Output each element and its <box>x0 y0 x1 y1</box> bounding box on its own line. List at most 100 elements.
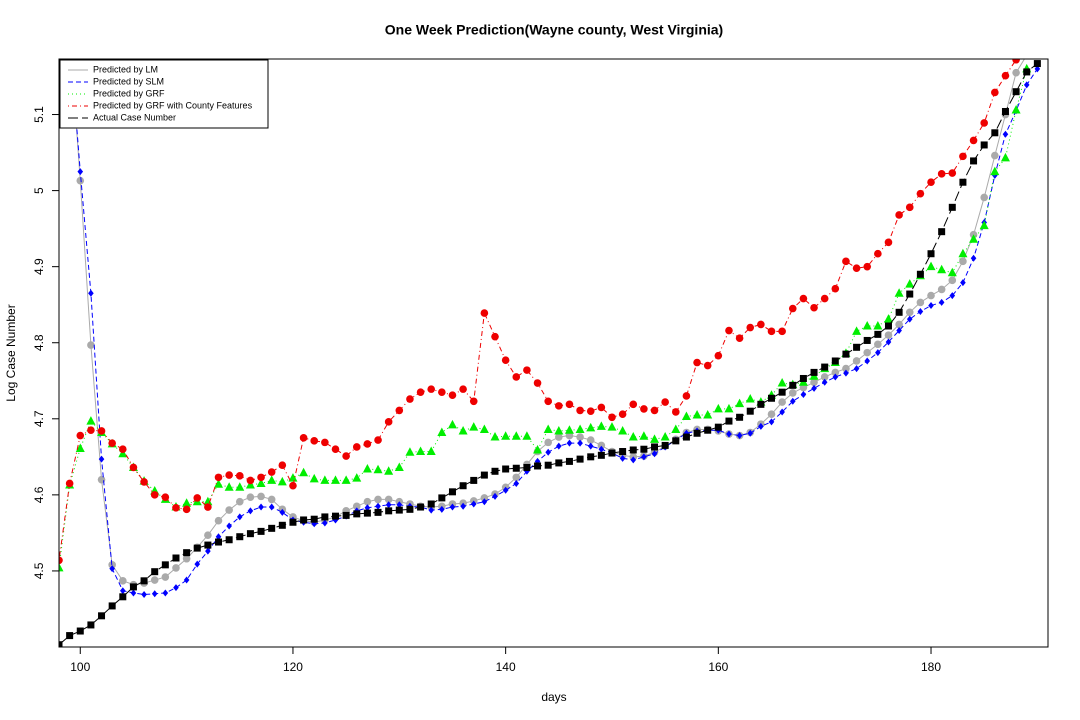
point <box>267 468 276 476</box>
point <box>417 503 425 511</box>
point <box>205 547 211 555</box>
point <box>183 576 190 584</box>
point <box>883 314 893 323</box>
point <box>416 446 426 456</box>
point <box>162 589 169 597</box>
axes: 100 120 140 160 180 4.5 4.6 4.7 4.8 4.9 5 5.1 <box>32 106 941 674</box>
point <box>342 511 350 519</box>
point <box>927 250 935 258</box>
point <box>182 505 191 514</box>
point <box>352 443 361 451</box>
point <box>246 476 255 485</box>
point <box>182 554 191 563</box>
point <box>757 400 765 408</box>
point <box>651 450 658 458</box>
point <box>788 304 797 313</box>
point <box>129 583 137 591</box>
point <box>778 327 786 336</box>
point <box>204 531 212 539</box>
point <box>789 397 796 405</box>
point <box>395 406 404 415</box>
point <box>970 254 977 262</box>
point <box>119 593 127 601</box>
point <box>119 445 127 454</box>
x-tick-label: 180 <box>921 660 941 674</box>
point <box>374 508 382 516</box>
point <box>853 343 861 351</box>
point <box>991 151 999 160</box>
point <box>661 398 669 406</box>
point <box>586 422 596 432</box>
point <box>150 576 159 584</box>
point <box>947 267 957 277</box>
point <box>703 361 712 370</box>
point <box>895 211 903 219</box>
point <box>59 641 63 647</box>
legend-label: Predicted by SLM <box>93 76 164 86</box>
point <box>895 320 903 329</box>
point <box>927 291 935 300</box>
point <box>820 294 829 303</box>
point <box>554 425 564 435</box>
point <box>374 436 382 444</box>
point <box>777 378 787 387</box>
point <box>906 315 913 323</box>
point <box>172 554 180 562</box>
point <box>140 577 148 585</box>
point <box>1033 60 1041 68</box>
point <box>979 220 989 230</box>
point <box>438 388 446 396</box>
point <box>460 502 466 510</box>
point <box>130 589 137 597</box>
point <box>225 471 233 479</box>
point <box>608 413 616 422</box>
point <box>991 88 999 97</box>
point <box>88 289 94 297</box>
point <box>926 261 936 271</box>
point <box>375 502 381 510</box>
point <box>905 308 914 317</box>
point <box>490 432 500 441</box>
point <box>384 466 394 475</box>
point <box>214 516 223 525</box>
point <box>406 505 414 513</box>
point <box>661 441 669 449</box>
point <box>894 288 904 297</box>
point <box>864 357 871 365</box>
point <box>459 482 467 490</box>
point <box>821 363 829 371</box>
y-tick-label: 4.9 <box>32 258 46 275</box>
point <box>789 381 797 389</box>
point <box>374 495 382 504</box>
point <box>810 303 818 312</box>
point <box>1012 59 1020 64</box>
point <box>278 461 287 469</box>
point <box>831 368 840 377</box>
point <box>277 476 287 486</box>
point <box>884 238 893 247</box>
point <box>224 482 234 491</box>
point <box>288 473 298 482</box>
point <box>511 431 521 440</box>
point <box>821 378 828 386</box>
point <box>735 334 744 342</box>
legend: Predicted by LM Predicted by SLM Predicted… <box>59 59 269 129</box>
point <box>596 421 606 430</box>
point <box>660 432 670 441</box>
point <box>671 408 680 416</box>
point <box>87 341 95 349</box>
point <box>161 573 170 581</box>
point <box>310 437 319 445</box>
point <box>183 549 191 557</box>
point <box>289 481 297 490</box>
point <box>757 320 765 329</box>
point <box>544 438 552 447</box>
point <box>895 308 903 316</box>
point <box>109 565 115 573</box>
point <box>788 389 797 397</box>
point <box>608 449 616 457</box>
point <box>363 440 372 448</box>
point <box>863 348 872 357</box>
point <box>778 388 786 396</box>
point <box>513 479 520 487</box>
